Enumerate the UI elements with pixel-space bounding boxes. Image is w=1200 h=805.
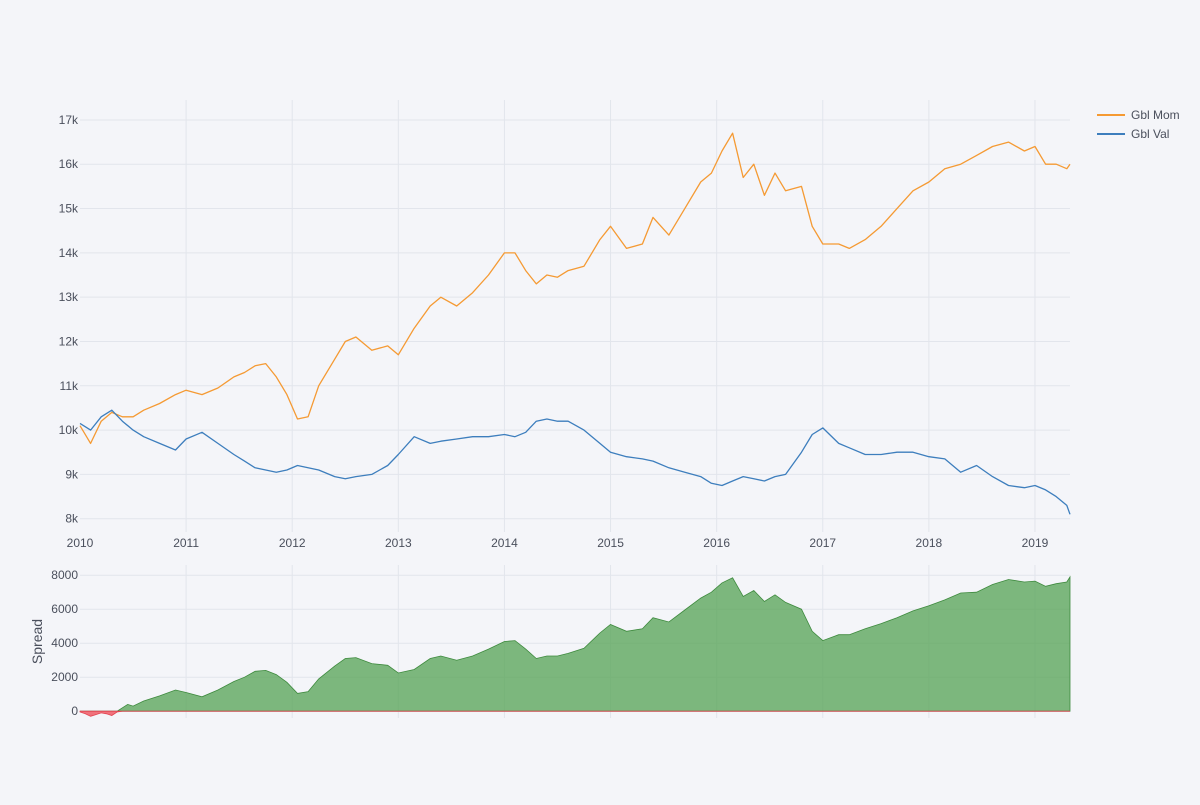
main-y-tick-label-14k: 14k <box>59 246 79 260</box>
sub-y-axis-title: Spread <box>29 619 45 664</box>
x-tick-label-2012: 2012 <box>279 536 306 550</box>
x-tick-label-2019: 2019 <box>1022 536 1049 550</box>
legend-label: Gbl Mom <box>1131 108 1180 122</box>
main-y-tick-label-13k: 13k <box>59 290 79 304</box>
legend-item-gbl-val[interactable]: Gbl Val <box>1097 127 1169 141</box>
main-y-tick-label-9k: 9k <box>65 467 79 481</box>
x-tick-label-2013: 2013 <box>385 536 412 550</box>
sub-y-tick-label-6000: 6000 <box>51 602 78 616</box>
series-line-gbl-val <box>79 409 1071 515</box>
sub-y-tick-label-0: 0 <box>71 704 78 718</box>
x-tick-label-2010: 2010 <box>67 536 94 550</box>
legend[interactable]: Gbl Mom Gbl Val <box>1097 108 1180 141</box>
main-y-tick-label-15k: 15k <box>59 202 79 216</box>
x-tick-label-2014: 2014 <box>491 536 518 550</box>
series-layer <box>79 132 1071 717</box>
main-y-tick-label-8k: 8k <box>65 512 79 526</box>
main-y-tick-label-16k: 16k <box>59 157 79 171</box>
x-tick-label-2011: 2011 <box>173 536 199 550</box>
spread-area-positive <box>80 575 1071 712</box>
main-y-tick-label-17k: 17k <box>59 113 79 127</box>
spread-area-negative <box>79 710 1070 717</box>
sub-y-tick-label-8000: 8000 <box>51 568 78 582</box>
x-tick-label-2016: 2016 <box>703 536 730 550</box>
main-y-tick-label-10k: 10k <box>59 423 79 437</box>
legend-item-gbl-mom[interactable]: Gbl Mom <box>1097 108 1180 122</box>
main-y-tick-label-12k: 12k <box>59 334 79 348</box>
legend-label: Gbl Val <box>1131 127 1169 141</box>
x-tick-label-2018: 2018 <box>916 536 943 550</box>
x-tick-label-2017: 2017 <box>809 536 836 550</box>
series-line-gbl-mom <box>79 132 1071 445</box>
x-tick-label-2015: 2015 <box>597 536 624 550</box>
axis-layer: 2010 2011 2012 2013 2014 2015 2016 2017 2018 2019… <box>29 113 1049 718</box>
main-y-tick-label-11k: 11k <box>60 379 79 393</box>
sub-y-tick-label-4000: 4000 <box>51 636 78 650</box>
sub-y-tick-label-2000: 2000 <box>51 670 78 684</box>
